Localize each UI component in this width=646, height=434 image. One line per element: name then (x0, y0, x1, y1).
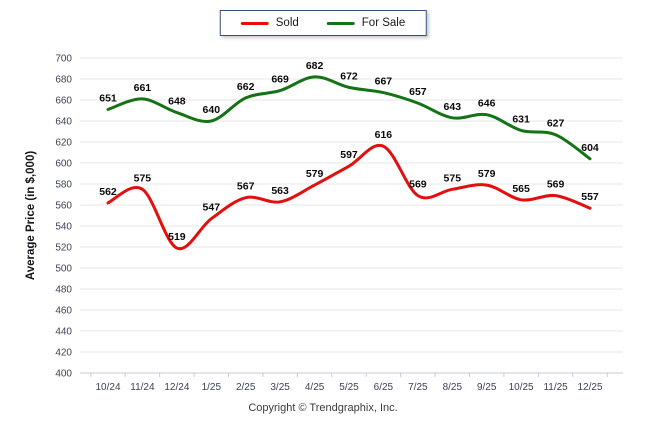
y-tick-label: 660 (55, 96, 72, 107)
data-label: 519 (168, 231, 186, 243)
data-label: 579 (478, 168, 496, 180)
y-tick-label: 640 (55, 117, 72, 128)
x-tick-label: 9/25 (477, 382, 497, 393)
data-label: 569 (409, 179, 427, 191)
x-tick-label: 5/25 (339, 382, 359, 393)
sold-line-swatch (240, 21, 269, 25)
legend-label-for-sale: For Sale (361, 17, 406, 29)
data-label: 604 (581, 142, 599, 154)
y-tick-label: 420 (55, 348, 72, 359)
data-label: 569 (547, 179, 565, 191)
x-tick-label: 11/25 (543, 382, 568, 393)
chart-legend: Sold For Sale (219, 10, 427, 36)
price-chart: 400 420 440 460 480 500 520 540 560 580 600 620 640 6… (25, 54, 623, 393)
data-label: 662 (237, 81, 255, 93)
data-label: 563 (271, 185, 289, 197)
data-label: 557 (581, 191, 599, 203)
data-label: 547 (203, 202, 221, 214)
y-tick-label: 560 (55, 201, 72, 212)
data-label: 640 (203, 104, 221, 116)
x-tick-label: 11/24 (130, 382, 155, 393)
for-sale-line-swatch (326, 21, 355, 25)
data-label: 579 (306, 168, 324, 180)
data-label: 657 (409, 86, 427, 98)
x-tick-label: 2/25 (236, 382, 256, 393)
data-label: 669 (271, 74, 289, 86)
copyright-text: Copyright © Trendgraphix, Inc. (248, 402, 398, 414)
data-label: 682 (306, 60, 324, 72)
y-tick-label: 400 (55, 369, 72, 380)
y-tick-label: 540 (55, 222, 72, 233)
y-tick-label: 580 (55, 180, 72, 191)
series-line-sold (106, 143, 592, 251)
y-tick-label: 620 (55, 138, 72, 149)
x-tick-label: 10/24 (95, 382, 120, 393)
x-tick-label: 6/25 (374, 382, 394, 393)
x-tick-label: 7/25 (408, 382, 428, 393)
data-label: 575 (134, 172, 152, 184)
x-tick-label: 1/25 (202, 382, 222, 393)
x-tick-label: 3/25 (270, 382, 290, 393)
data-label: 627 (547, 118, 565, 130)
y-tick-label: 480 (55, 285, 72, 296)
data-label: 646 (478, 98, 496, 110)
x-tick-label: 4/25 (305, 382, 325, 393)
data-label: 616 (375, 129, 393, 141)
x-tick-label: 8/25 (443, 382, 463, 393)
y-tick-label: 460 (55, 306, 72, 317)
data-label: 672 (340, 70, 358, 82)
y-tick-label: 700 (55, 54, 72, 65)
y-tick-label: 680 (55, 75, 72, 86)
data-label: 648 (168, 96, 186, 108)
data-label: 631 (512, 113, 530, 125)
y-tick-label: 520 (55, 243, 72, 254)
data-label: 567 (237, 181, 255, 193)
data-label: 575 (444, 172, 462, 184)
y-tick-label: 500 (55, 264, 72, 275)
y-tick-label: 440 (55, 327, 72, 338)
legend-label-sold: Sold (275, 17, 299, 29)
legend-item-sold: Sold (240, 17, 299, 29)
x-tick-label: 12/24 (164, 382, 189, 393)
data-label: 667 (375, 76, 393, 88)
data-label: 661 (134, 82, 152, 94)
data-label: 651 (99, 92, 117, 104)
data-label: 597 (340, 149, 358, 161)
data-label: 565 (512, 183, 530, 195)
data-label: 562 (99, 186, 117, 198)
series-line-for-sale (106, 75, 592, 161)
legend-item-for-sale: For Sale (326, 17, 406, 29)
y-tick-label: 600 (55, 159, 72, 170)
x-tick-label: 12/25 (577, 382, 602, 393)
x-tick-label: 10/25 (509, 382, 534, 393)
data-label: 643 (444, 101, 462, 113)
y-axis-title: Average Price (in $,000) (25, 151, 37, 281)
